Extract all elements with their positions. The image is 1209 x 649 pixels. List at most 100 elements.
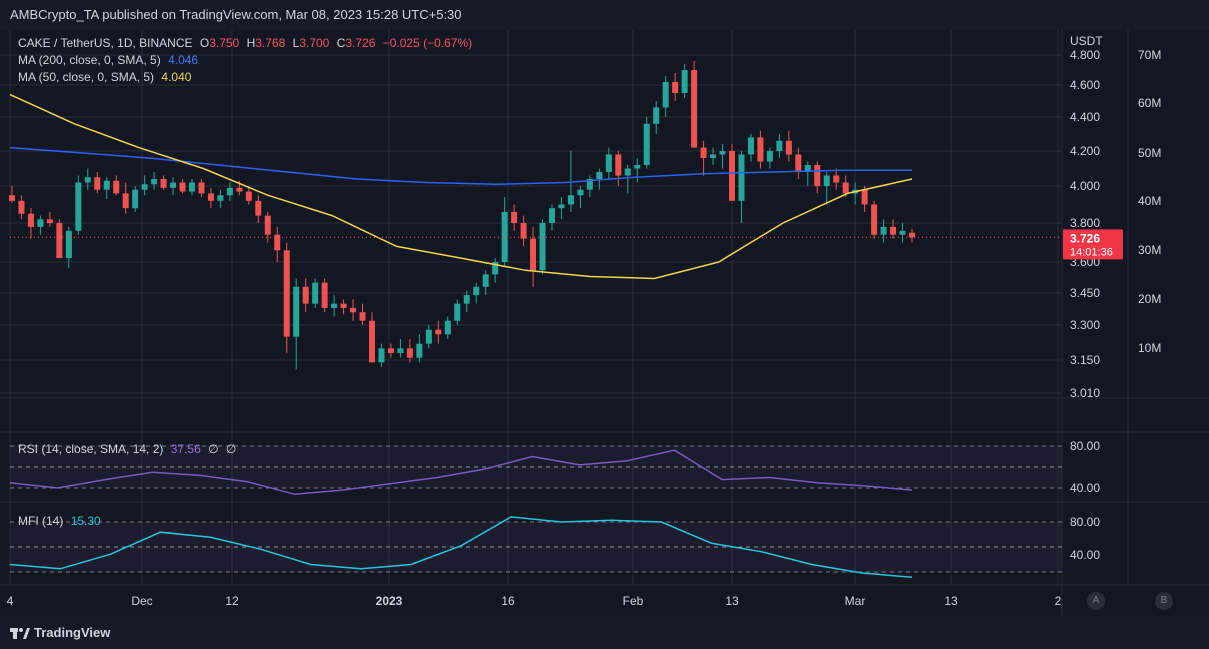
volume-tick-label: 30M [1138, 243, 1161, 257]
countdown-value: 14:01:36 [1070, 246, 1113, 258]
legend-rsi-row[interactable]: RSI (14, close, SMA, 14, 2) 37.56 ∅ ∅ [18, 442, 240, 456]
legend-ma50-row[interactable]: MA (50, close, 0, SMA, 5) 4.040 [18, 70, 195, 84]
candle-body [899, 230, 906, 235]
candle-body [217, 195, 224, 201]
candle-body [141, 184, 148, 190]
rsi-label: RSI (14, close, SMA, 14, 2) [18, 442, 164, 456]
price-tick-label: 4.400 [1070, 110, 1100, 124]
candle-body [37, 219, 44, 227]
time-tick-label: 13 [944, 594, 958, 608]
candle-body [691, 70, 698, 148]
candle-body [549, 208, 555, 223]
candle-body [255, 200, 262, 216]
candle-body [264, 215, 271, 235]
legend-mfi-row[interactable]: MFI (14) 15.30 [18, 514, 105, 528]
ma50-label: MA (50, close, 0, SMA, 5) [18, 70, 155, 84]
ma50-value: 4.040 [161, 70, 192, 84]
rsi-extra-2: ∅ [225, 442, 237, 456]
candle-body [605, 154, 612, 172]
volume-tick-label: 70M [1138, 48, 1161, 62]
time-tick-label: Feb [623, 594, 644, 608]
mfi-line [9, 516, 913, 579]
candle-body [274, 234, 281, 251]
candle-body [511, 211, 518, 223]
ma50-line [9, 93, 913, 280]
candle-body [672, 82, 679, 93]
candle-body [710, 154, 717, 158]
candle-body [785, 140, 792, 155]
price-tick-label: 4.600 [1070, 78, 1100, 92]
candle-body [501, 211, 508, 262]
candle-body [833, 175, 840, 183]
candle-body [302, 286, 309, 304]
candle-body [170, 182, 177, 188]
candle-body [700, 147, 707, 158]
candle-body [122, 193, 129, 209]
price-tick-label: 4.800 [1070, 48, 1100, 62]
candle-body [65, 230, 72, 259]
candle-body [9, 195, 15, 201]
candle-body [350, 307, 357, 313]
candle-body [207, 193, 214, 201]
legend-low: 3.700 [299, 36, 330, 50]
candle-body [909, 232, 915, 238]
mfi-tick-label: 40.00 [1070, 548, 1100, 562]
candle-body [369, 320, 375, 363]
time-tick-label: 4 [7, 594, 14, 608]
candle-body [387, 348, 394, 353]
candle-body [75, 182, 82, 231]
time-tick-label: 2023 [376, 594, 403, 608]
candle-body [681, 70, 688, 93]
candle-body [586, 179, 593, 190]
candle-body [283, 250, 290, 337]
log-scale-button[interactable]: B [1155, 592, 1173, 610]
mfi-label: MFI (14) [18, 514, 64, 528]
candle-body [435, 329, 442, 335]
price-tick-label: 3.450 [1070, 286, 1100, 300]
candle-body [890, 226, 897, 235]
price-tick-label: 4.000 [1070, 179, 1100, 193]
price-tick-label: 3.150 [1070, 353, 1100, 367]
candle-body [151, 179, 158, 185]
candle-body [766, 151, 773, 162]
candle-body [615, 154, 622, 176]
mfi-tick-label: 80.00 [1070, 515, 1100, 529]
rsi-value: 37.56 [170, 442, 201, 456]
time-tick-label: 12 [225, 594, 239, 608]
candle-body [482, 274, 489, 287]
legend-close-label: C [336, 36, 346, 50]
candle-body [198, 182, 205, 194]
chart-frame [0, 30, 1209, 617]
candle-body [378, 348, 385, 363]
auto-scale-button[interactable]: A [1087, 592, 1105, 610]
price-tick-label: 3.800 [1070, 216, 1100, 230]
time-tick-label: 2 [1055, 594, 1062, 608]
candle-body [84, 177, 91, 183]
candle-body [444, 320, 451, 335]
candle-body [340, 303, 347, 308]
candle-body [861, 189, 868, 205]
candle-body [624, 168, 631, 176]
candle-body [406, 348, 413, 358]
price-tick-label: 3.010 [1070, 386, 1100, 400]
candle-body [520, 223, 527, 239]
candle-body [189, 182, 195, 192]
legend-symbol-row: CAKE / TetherUS, 1D, BINANCE O3.750 H3.7… [18, 36, 476, 50]
legend-ma200-row[interactable]: MA (200, close, 0, SMA, 5) 4.046 [18, 53, 202, 67]
candle-body [18, 200, 25, 214]
legend-open-label: O [199, 36, 210, 50]
volume-tick-label: 50M [1138, 146, 1161, 160]
time-tick-label: 13 [725, 594, 739, 608]
legend-close: 3.726 [345, 36, 376, 50]
price-tick-label: 3.300 [1070, 318, 1100, 332]
candle-body [823, 175, 830, 186]
ma200-value: 4.046 [168, 53, 199, 67]
candle-body [814, 165, 821, 186]
candle-body [880, 226, 887, 235]
candle-body [312, 282, 319, 304]
mfi-value: 15.30 [70, 514, 101, 528]
candle-body [293, 286, 300, 337]
candle-body [463, 295, 470, 304]
price-tick-label: 4.200 [1070, 144, 1100, 158]
